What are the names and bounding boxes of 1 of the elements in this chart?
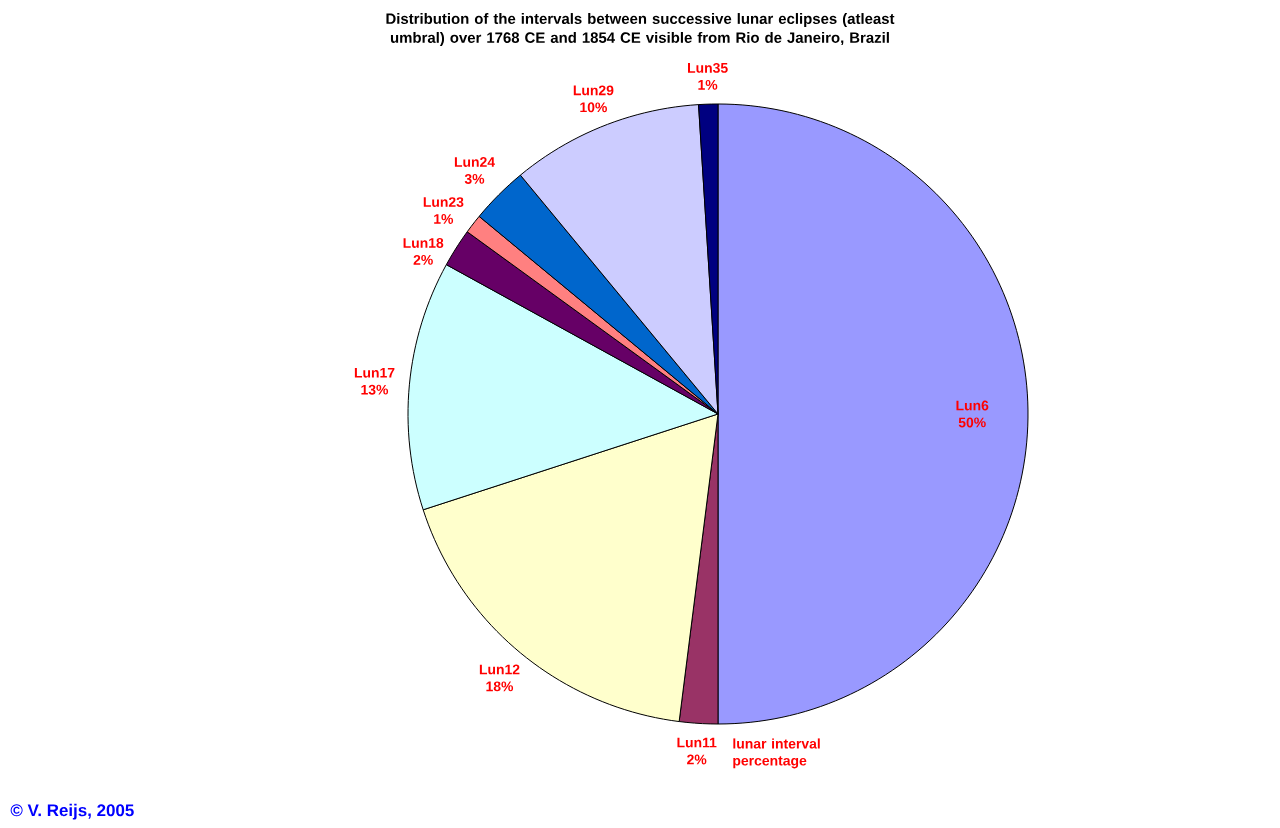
text: © V. Reijs, 2005 [10,803,134,820]
